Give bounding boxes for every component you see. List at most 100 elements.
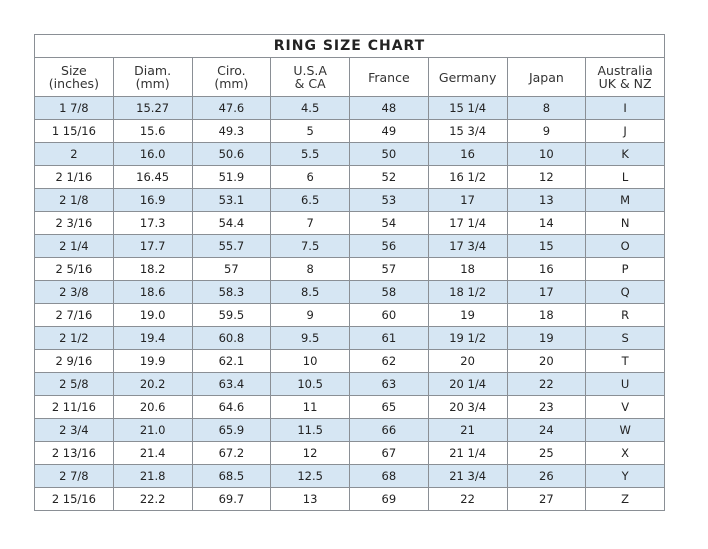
table-cell: 2 1/2 — [34, 326, 114, 350]
table-cell: 49.3 — [191, 119, 272, 143]
table-cell: 21.4 — [112, 441, 193, 465]
table-row: 2 13/16 21.4 67.2 12 67 21 1/4 25 X — [34, 441, 665, 465]
column-header-line: (mm) — [214, 76, 249, 91]
table-cell: 16.45 — [112, 165, 193, 189]
table-cell: J — [585, 119, 665, 143]
table-row: 2 3/16 17.3 54.4 7 54 17 1/4 14 N — [34, 211, 665, 235]
table-cell: 48 — [349, 96, 429, 120]
table-cell: 5.5 — [270, 142, 350, 166]
table-row: 2 16.0 50.6 5.5 50 16 10 K — [34, 142, 665, 166]
table-cell: 23 — [506, 395, 587, 419]
table-cell: 54.4 — [191, 211, 272, 235]
table-cell: 20 1/4 — [427, 372, 508, 396]
table-cell: 16 1/2 — [427, 165, 508, 189]
table-cell: 1 15/16 — [34, 119, 114, 143]
table-cell: 24 — [506, 418, 587, 442]
table-cell: 16 — [506, 257, 587, 281]
table-cell: 4.5 — [270, 96, 350, 120]
table-cell: 2 5/16 — [34, 257, 114, 281]
column-header: Germany — [427, 57, 508, 97]
table-cell: 21.8 — [112, 464, 193, 488]
column-header: Diam. (mm) — [112, 57, 193, 97]
ring-size-chart-table: RING SIZE CHART Size (inches) Diam. (mm) Cir… — [34, 34, 665, 511]
table-cell: 2 7/16 — [34, 303, 114, 327]
column-header-line: (mm) — [135, 76, 170, 91]
table-cell: 2 9/16 — [34, 349, 114, 373]
table-cell: 14 — [506, 211, 587, 235]
table-cell: 25 — [506, 441, 587, 465]
table-cell: I — [585, 96, 665, 120]
table-cell: 10.5 — [270, 372, 350, 396]
table-cell: 65 — [349, 395, 429, 419]
table-cell: 69.7 — [191, 487, 272, 511]
column-header: Australia UK & NZ — [585, 57, 665, 97]
table-cell: 2 1/4 — [34, 234, 114, 258]
table-cell: 2 3/16 — [34, 211, 114, 235]
table-cell: 10 — [506, 142, 587, 166]
table-cell: 17 — [506, 280, 587, 304]
table-cell: 20 — [506, 349, 587, 373]
column-header: Ciro. (mm) — [191, 57, 272, 97]
table-cell: T — [585, 349, 665, 373]
table-cell: 53.1 — [191, 188, 272, 212]
table-cell: 15.6 — [112, 119, 193, 143]
table-cell: 68 — [349, 464, 429, 488]
table-cell: 58 — [349, 280, 429, 304]
table-cell: 17.7 — [112, 234, 193, 258]
table-cell: 11.5 — [270, 418, 350, 442]
table-cell: 21 — [427, 418, 508, 442]
table-cell: 8.5 — [270, 280, 350, 304]
table-cell: L — [585, 165, 665, 189]
column-header-line: Diam. — [134, 63, 172, 78]
table-cell: 16.0 — [112, 142, 193, 166]
table-cell: 58.3 — [191, 280, 272, 304]
table-cell: 2 1/16 — [34, 165, 114, 189]
table-cell: 13 — [506, 188, 587, 212]
table-cell: 54 — [349, 211, 429, 235]
table-cell: 15 — [506, 234, 587, 258]
table-cell: V — [585, 395, 665, 419]
table-cell: 18 1/2 — [427, 280, 508, 304]
table-cell: 49 — [349, 119, 429, 143]
table-row: 2 1/16 16.45 51.9 6 52 16 1/2 12 L — [34, 165, 665, 189]
table-cell: 27 — [506, 487, 587, 511]
table-cell: 57 — [349, 257, 429, 281]
table-cell: 17 — [427, 188, 508, 212]
table-cell: 2 7/8 — [34, 464, 114, 488]
column-header: Size (inches) — [34, 57, 114, 97]
table-row: 2 1/2 19.4 60.8 9.5 61 19 1/2 19 S — [34, 326, 665, 350]
table-cell: 19 — [427, 303, 508, 327]
table-cell: 22 — [506, 372, 587, 396]
column-header: France — [349, 57, 429, 97]
column-header: U.S.A & CA — [270, 57, 350, 97]
table-cell: 51.9 — [191, 165, 272, 189]
table-cell: 50.6 — [191, 142, 272, 166]
table-row: 2 7/16 19.0 59.5 9 60 19 18 R — [34, 303, 665, 327]
table-cell: 47.6 — [191, 96, 272, 120]
table-cell: 17.3 — [112, 211, 193, 235]
table-cell: 15.27 — [112, 96, 193, 120]
table-cell: 59.5 — [191, 303, 272, 327]
table-cell: 68.5 — [191, 464, 272, 488]
table-cell: 2 1/8 — [34, 188, 114, 212]
table-cell: 21.0 — [112, 418, 193, 442]
table-cell: 13 — [270, 487, 350, 511]
table-cell: 16 — [427, 142, 508, 166]
table-cell: 19 — [506, 326, 587, 350]
column-header-line: France — [368, 69, 410, 85]
table-cell: 15 1/4 — [427, 96, 508, 120]
table-row: 2 15/16 22.2 69.7 13 69 22 27 Z — [34, 487, 665, 511]
table-cell: 61 — [349, 326, 429, 350]
table-cell: 18 — [506, 303, 587, 327]
table-row: 2 3/8 18.6 58.3 8.5 58 18 1/2 17 Q — [34, 280, 665, 304]
table-cell: U — [585, 372, 665, 396]
table-cell: 52 — [349, 165, 429, 189]
table-cell: X — [585, 441, 665, 465]
table-cell: Y — [585, 464, 665, 488]
table-cell: 64.6 — [191, 395, 272, 419]
table-cell: 18.6 — [112, 280, 193, 304]
table-cell: 12 — [506, 165, 587, 189]
chart-title: RING SIZE CHART — [34, 34, 665, 58]
table-cell: 69 — [349, 487, 429, 511]
table-cell: 8 — [270, 257, 350, 281]
